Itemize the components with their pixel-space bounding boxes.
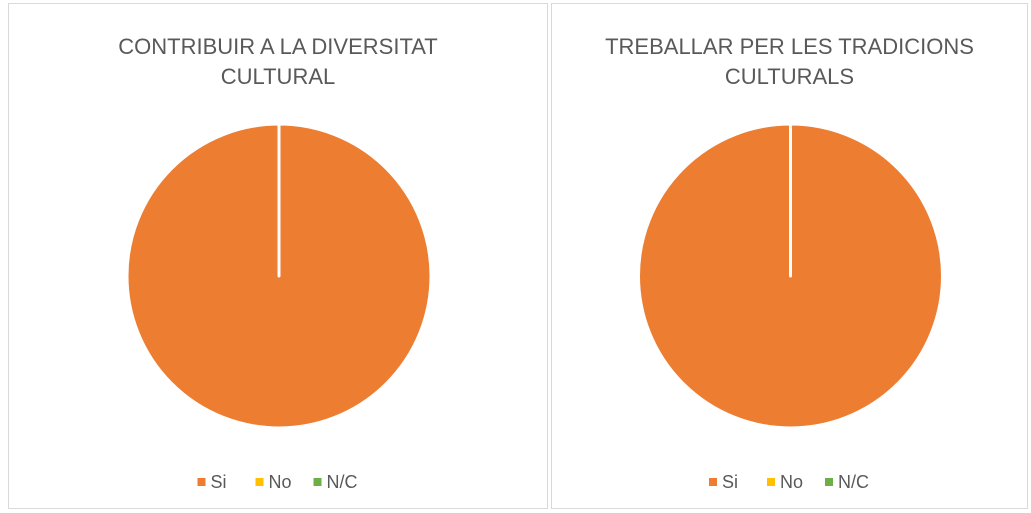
- legend-swatch: [313, 478, 322, 486]
- chart: Si No N/C: [125, 122, 433, 492]
- legend-swatch: [255, 478, 264, 486]
- legend-label: N/C: [838, 472, 869, 492]
- legend-swatch: [197, 478, 206, 486]
- legend-label: No: [780, 472, 803, 492]
- pie-slice: [125, 122, 433, 430]
- legend-label: No: [269, 472, 292, 492]
- chart-panel: CONTRIBUIR A LA DIVERSITAT CULTURAL Si No…: [8, 3, 548, 509]
- legend-label: Si: [211, 472, 227, 492]
- legend-label: Si: [722, 472, 738, 492]
- chart: Si No N/C: [637, 122, 944, 492]
- chart-title: TREBALLAR PER LES TRADICIONS CULTURALS: [605, 34, 974, 89]
- chart-title: CONTRIBUIR A LA DIVERSITAT CULTURAL: [118, 34, 438, 89]
- legend-swatch: [825, 478, 833, 486]
- legend-label: N/C: [327, 472, 358, 492]
- chart-panel: TREBALLAR PER LES TRADICIONS CULTURALS S…: [551, 3, 1028, 509]
- legend-swatch: [709, 478, 717, 486]
- pie-slice: [637, 122, 944, 430]
- legend-swatch: [767, 478, 775, 486]
